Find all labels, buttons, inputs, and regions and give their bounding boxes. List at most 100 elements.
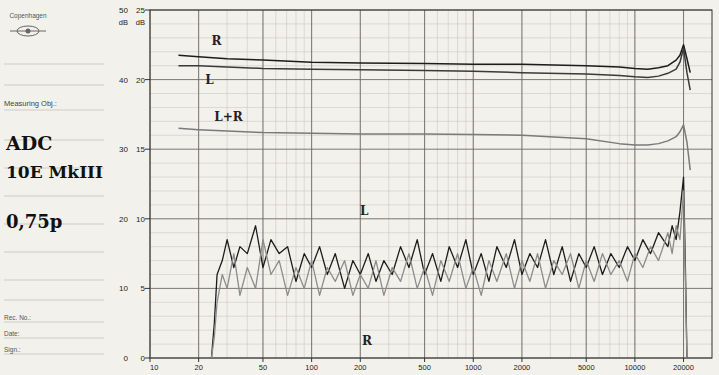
axes: 010203040500510152025dBdB102050100200500…	[119, 6, 694, 372]
y2-tick-label: 25	[136, 6, 145, 15]
grid-line	[150, 218, 712, 219]
x-tick-label: 50	[259, 363, 267, 372]
minor-grid-line	[586, 10, 587, 358]
y-tick-label: 10	[119, 284, 128, 293]
minor-grid-line	[408, 10, 409, 358]
x-tick-label: 20000	[673, 363, 694, 372]
x-tick	[198, 358, 199, 362]
minor-grid-line	[275, 10, 276, 358]
x-tick	[311, 358, 312, 362]
form-rule	[4, 322, 104, 323]
chart-sheet: Copenhagen Measuring Obj.: ADC 10E MkIII 0,7…	[0, 0, 719, 375]
series-labels: RLL+RLR	[205, 34, 373, 348]
y2-tick-label: 0	[141, 354, 146, 363]
handwritten-note: ADC	[5, 132, 52, 154]
y-tick	[145, 149, 150, 150]
form-panel: Copenhagen Measuring Obj.: ADC 10E MkIII 0,7…	[4, 12, 104, 354]
minor-grid-line	[634, 10, 635, 358]
y2-tick-label: 20	[136, 76, 145, 85]
grid-line	[150, 79, 712, 80]
minor-grid-line	[521, 10, 522, 358]
y-tick-label: 50	[119, 6, 128, 15]
minor-grid-line	[286, 10, 287, 358]
grid-line	[634, 10, 635, 358]
y-tick	[145, 10, 150, 11]
form-rule	[4, 252, 104, 253]
y-tick-label: 40	[119, 76, 128, 85]
x-tick-label: 100	[305, 363, 318, 372]
minor-grid-line	[465, 10, 466, 358]
form-label: Date:	[4, 330, 20, 337]
form-rule	[4, 64, 104, 65]
form-rule	[4, 280, 104, 281]
form-rule	[4, 110, 104, 111]
y2-tick-label: 5	[141, 284, 146, 293]
form-label: Measuring Obj.:	[4, 99, 57, 108]
y-tick	[145, 358, 150, 359]
x-tick-label: 1000	[465, 363, 482, 372]
series-label: R	[211, 34, 222, 48]
x-tick	[473, 358, 474, 362]
y-tick-label: 0	[124, 354, 129, 363]
form-label: Rec. No.:	[4, 314, 31, 321]
y-axis-label: dB	[119, 18, 128, 27]
minor-grid-line	[627, 10, 628, 358]
y-tick-label: 20	[119, 215, 128, 224]
x-tick	[683, 358, 684, 362]
minor-grid-line	[227, 10, 228, 358]
minor-grid-line	[437, 10, 438, 358]
minor-grid-line	[550, 10, 551, 358]
series-label: L	[205, 73, 214, 87]
y-tick	[145, 218, 150, 219]
x-tick-label: 10000	[624, 363, 645, 372]
x-tick-label: 5000	[578, 363, 595, 372]
grid-line	[586, 10, 587, 358]
x-tick	[360, 358, 361, 362]
minor-grid-line	[457, 10, 458, 358]
series-line	[178, 125, 690, 170]
y-tick	[145, 288, 150, 289]
x-tick-label: 10	[150, 363, 158, 372]
x-tick	[150, 358, 151, 362]
logo-dot	[26, 29, 31, 34]
x-tick	[262, 358, 263, 362]
plot-frame	[150, 10, 712, 358]
x-tick-label: 2000	[514, 363, 531, 372]
x-tick-label: 20	[194, 363, 202, 372]
form-rule	[4, 85, 104, 86]
grid-line	[424, 10, 425, 358]
minor-grid-line	[262, 10, 263, 358]
series-label: L+R	[214, 110, 243, 124]
minor-grid-line	[198, 10, 199, 358]
series-line	[178, 48, 690, 90]
minor-grid-line	[599, 10, 600, 358]
form-rule	[4, 300, 104, 301]
minor-grid-line	[247, 10, 248, 358]
minor-grid-line	[609, 10, 610, 358]
series-line	[211, 191, 687, 358]
x-tick-label: 500	[418, 363, 431, 372]
grid	[150, 10, 712, 358]
minor-grid-line	[448, 10, 449, 358]
form-label: Sign.:	[4, 346, 21, 354]
x-tick	[586, 358, 587, 362]
y-tick	[145, 79, 150, 80]
brand: Copenhagen	[9, 12, 47, 20]
series-label: L	[360, 204, 369, 218]
series-line	[211, 177, 687, 358]
y2-tick-label: 15	[136, 145, 145, 154]
x-tick	[521, 358, 522, 362]
x-tick-label: 200	[354, 363, 367, 372]
handwritten-note: 0,75p	[6, 211, 62, 232]
y-tick-label: 30	[119, 145, 128, 154]
minor-grid-line	[473, 10, 474, 358]
form-rule	[4, 196, 104, 197]
y2-axis-label: dB	[136, 18, 145, 27]
x-tick	[634, 358, 635, 362]
minor-grid-line	[424, 10, 425, 358]
series-group	[178, 45, 690, 358]
handwritten-note: 10E MkIII	[6, 162, 103, 182]
logo	[10, 26, 46, 36]
form-rule	[4, 354, 104, 355]
grid-line	[198, 10, 199, 358]
